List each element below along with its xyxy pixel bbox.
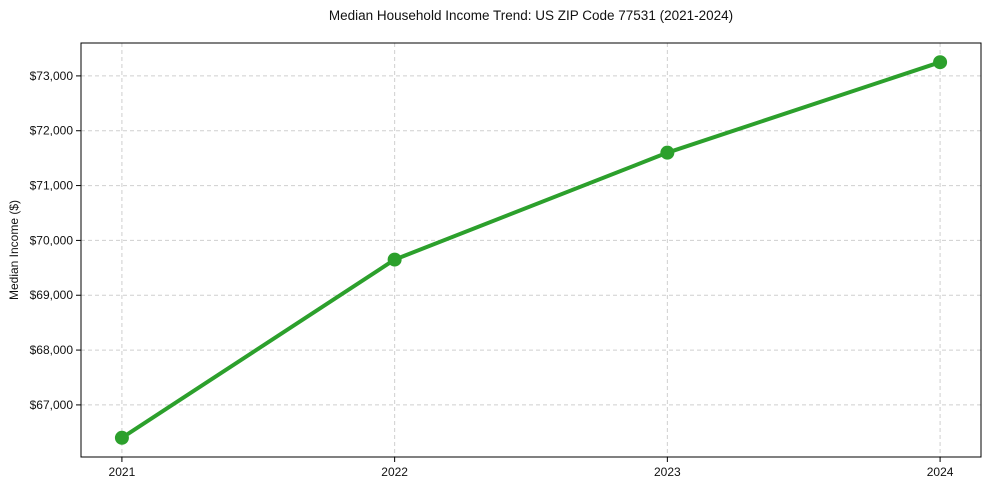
data-point-2023 [660, 145, 675, 160]
x-tick-label: 2021 [109, 465, 136, 479]
y-tick-label: $69,000 [30, 288, 74, 302]
chart-title: Median Household Income Trend: US ZIP Co… [328, 8, 734, 23]
data-point-2024 [933, 55, 948, 70]
data-point-2021 [114, 430, 129, 445]
x-tick-label: 2024 [927, 465, 954, 479]
y-tick-label: $73,000 [30, 69, 74, 83]
x-tick-label: 2022 [381, 465, 408, 479]
y-tick-label: $70,000 [30, 233, 74, 247]
y-tick-label: $67,000 [30, 398, 74, 412]
plot-border [80, 42, 982, 458]
x-tick-label: 2023 [654, 465, 681, 479]
y-tick-label: $72,000 [30, 124, 74, 138]
y-tick-label: $68,000 [30, 343, 74, 357]
y-tick-label: $71,000 [30, 179, 74, 193]
data-point-2022 [387, 252, 402, 267]
trend-line [119, 60, 943, 440]
